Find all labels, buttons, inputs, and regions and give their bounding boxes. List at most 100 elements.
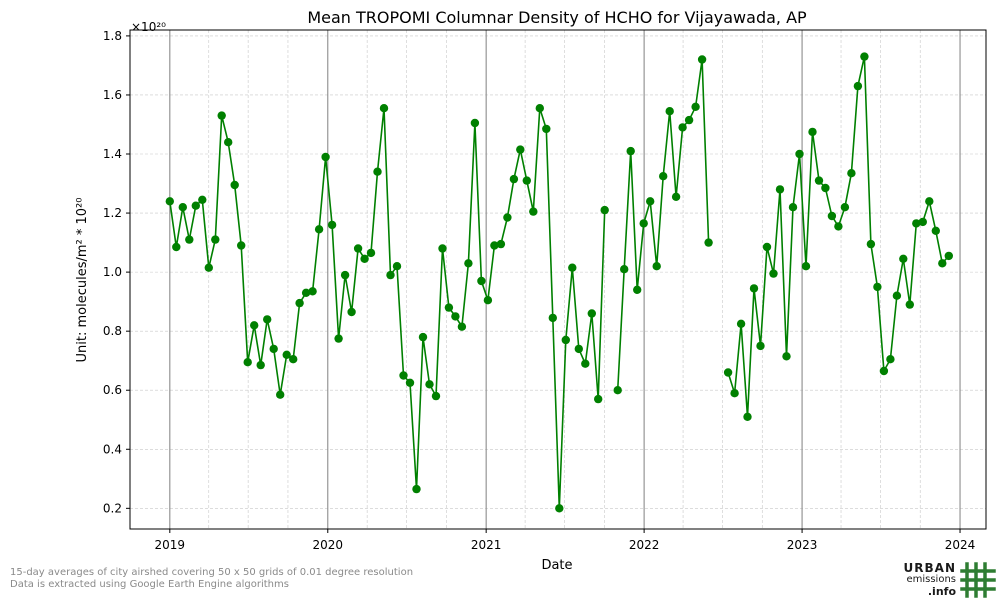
data-point — [594, 394, 603, 404]
y-tick-label: 1.8 — [103, 29, 122, 43]
data-point — [814, 176, 824, 185]
data-point — [483, 296, 493, 305]
plot-frame — [129, 29, 987, 530]
data-point — [276, 390, 285, 399]
data-point — [211, 235, 220, 244]
y-tick-label: 1.6 — [103, 88, 122, 102]
data-point — [801, 262, 811, 271]
data-point — [866, 239, 876, 249]
data-point — [548, 313, 557, 323]
data-point — [671, 192, 681, 201]
y-axis-ticks: 0.2 0.4 0.6 0.8 1.0 1.2 1.4 1.6 1.8 — [103, 29, 130, 515]
data-point — [697, 55, 707, 64]
data-point — [795, 149, 804, 159]
chart-title: Mean TROPOMI Columnar Density of HCHO fo… — [307, 8, 807, 27]
data-point — [308, 287, 317, 296]
data-point — [535, 104, 544, 113]
data-point — [639, 219, 648, 228]
y-axis-label: Unit: molecules/m² * 10²⁰ — [75, 198, 90, 363]
data-point — [704, 238, 713, 247]
data-point — [185, 235, 194, 244]
data-point — [749, 284, 759, 293]
data-point — [723, 368, 733, 377]
data-point — [347, 307, 356, 317]
data-point — [574, 344, 583, 354]
data-point — [204, 263, 213, 272]
logo-word-info: .info — [927, 585, 956, 598]
data-point — [782, 352, 791, 361]
logo-word-emissions: emissions — [906, 574, 956, 585]
data-point — [626, 146, 635, 156]
data-point — [633, 285, 642, 294]
data-point — [808, 127, 817, 137]
data-point — [587, 309, 596, 318]
data-point — [353, 244, 363, 253]
data-point — [555, 504, 564, 513]
data-point — [840, 203, 850, 212]
data-point — [620, 265, 629, 274]
data-point — [678, 123, 687, 132]
footnote-source: Data is extracted using Google Earth Eng… — [10, 579, 289, 590]
data-point — [691, 102, 700, 112]
data-point — [230, 180, 239, 190]
data-point — [561, 335, 570, 345]
data-point — [665, 107, 674, 116]
data-point — [918, 217, 927, 227]
x-axis-label: Date — [541, 558, 572, 573]
y-tick-label: 0.6 — [103, 383, 122, 397]
data-point — [451, 312, 460, 321]
data-point — [237, 241, 246, 250]
y-tick-label: 0.4 — [103, 442, 122, 456]
series-line-segment — [727, 55, 950, 418]
data-point — [600, 205, 609, 215]
data-point — [334, 334, 343, 343]
data-point — [613, 386, 622, 395]
x-tick-label: 2021 — [471, 538, 502, 552]
data-point — [457, 322, 467, 331]
data-point — [542, 124, 551, 134]
data-point — [217, 111, 226, 120]
data-point — [769, 269, 778, 278]
x-tick-label: 2023 — [787, 538, 818, 552]
data-point — [470, 118, 480, 128]
data-point — [386, 270, 395, 280]
data-point — [431, 391, 441, 401]
x-tick-label: 2019 — [155, 538, 186, 552]
data-point — [464, 259, 473, 268]
data-point — [172, 242, 181, 252]
data-point — [224, 138, 233, 147]
data-point — [392, 262, 402, 271]
data-point — [327, 220, 337, 230]
data-point — [243, 358, 252, 367]
data-point — [938, 259, 947, 268]
data-point — [684, 115, 694, 125]
data-point — [295, 298, 304, 308]
data-point — [834, 222, 843, 231]
data-point — [821, 183, 830, 193]
data-point — [568, 263, 577, 272]
data-point — [373, 167, 382, 176]
urban-emissions-logo: URBAN emissions .info — [898, 561, 998, 599]
data-point — [886, 355, 895, 364]
data-point — [788, 203, 798, 212]
data-point — [516, 145, 525, 154]
data-point — [340, 270, 350, 280]
data-point — [165, 197, 174, 206]
data-point — [477, 276, 486, 286]
x-axis-ticks: 2019 2020 2021 2022 2023 2024 — [155, 529, 975, 552]
data-point — [756, 341, 765, 351]
data-point — [282, 350, 291, 359]
data-point — [730, 389, 739, 398]
series-points — [165, 52, 953, 513]
data-point — [659, 172, 668, 181]
data-point — [522, 176, 531, 185]
data-point — [263, 315, 272, 324]
data-point — [250, 321, 259, 330]
data-point — [529, 207, 538, 216]
data-point — [444, 303, 454, 312]
data-point — [418, 332, 428, 342]
data-point — [873, 282, 882, 292]
data-point — [289, 355, 298, 364]
data-point — [438, 244, 447, 253]
